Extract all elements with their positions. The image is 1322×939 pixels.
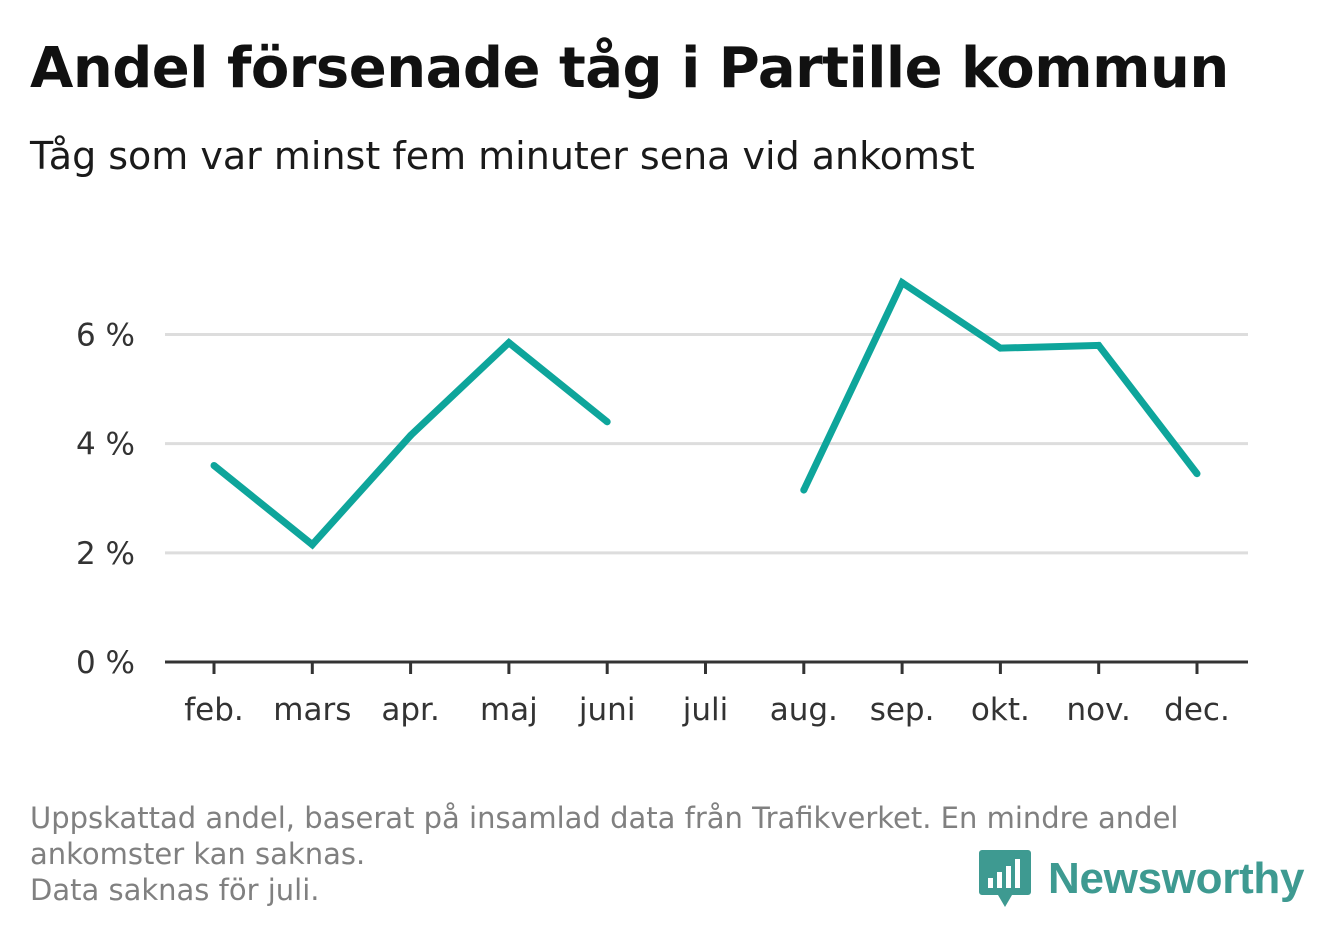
bar-chart-speech-bubble-icon — [979, 850, 1031, 907]
x-tick-label: juli — [682, 692, 729, 728]
x-tick-label: okt. — [971, 692, 1030, 728]
brand-logo: Newsworthy — [978, 848, 1304, 910]
data-point-sep. — [898, 279, 906, 287]
x-tick-label: nov. — [1066, 692, 1130, 728]
x-tick-label: aug. — [770, 692, 838, 728]
chart-title: Andel försenade tåg i Partille kommun — [30, 36, 1229, 101]
data-point-dec. — [1193, 470, 1201, 478]
data-point-aug. — [800, 486, 808, 494]
x-tick-label: dec. — [1164, 692, 1230, 728]
series-line-segment-1 — [800, 277, 1200, 492]
data-point-nov. — [1095, 341, 1103, 349]
data-point-juni — [603, 418, 611, 426]
line-chart: 0 % 2 % 4 % 6 % feb. mars apr. maj juni juli aug. s… — [76, 277, 1248, 728]
brand-name: Newsworthy — [1048, 854, 1305, 903]
data-point-okt. — [996, 344, 1004, 352]
footnote: Uppskattad andel, baserat på insamlad da… — [30, 800, 1280, 908]
footnote-line-3: Data saknas för juli. — [30, 873, 320, 907]
data-point-mars — [308, 541, 316, 549]
y-tick-label: 0 % — [76, 645, 135, 681]
x-tick-label: sep. — [870, 692, 935, 728]
x-tick-label: apr. — [381, 692, 439, 728]
data-point-apr. — [407, 431, 415, 439]
chart-subtitle: Tåg som var minst fem minuter sena vid a… — [30, 134, 975, 178]
data-point-feb. — [210, 462, 218, 469]
y-tick-label: 6 % — [76, 318, 135, 354]
x-tick-label: juni — [578, 692, 636, 728]
x-tick-label: feb. — [184, 692, 244, 728]
footnote-line-2: ankomster kan saknas. — [30, 837, 366, 871]
y-tick-label: 4 % — [76, 427, 135, 463]
x-tick-label: mars — [273, 692, 351, 728]
y-tick-label: 2 % — [76, 536, 135, 572]
data-point-maj — [505, 339, 513, 347]
x-tick-label: maj — [480, 692, 538, 728]
footnote-line-1: Uppskattad andel, baserat på insamlad da… — [30, 801, 1179, 835]
